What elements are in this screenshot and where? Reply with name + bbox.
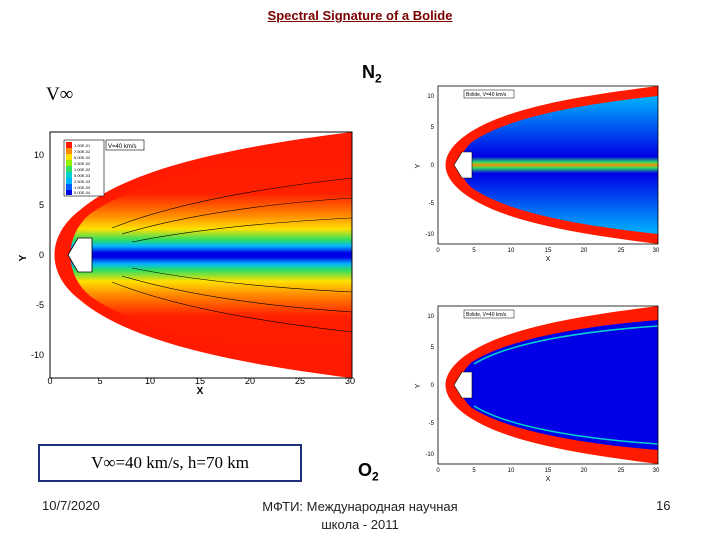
- n2-x-tick: 5: [472, 248, 476, 254]
- n2-contour-svg: Bolide, V=40 km/s 10 5 0 -5 -10 Y 0 5 10…: [415, 85, 660, 263]
- legend-value-2: 7.50E-02: [74, 149, 91, 154]
- o2-x-tick: 30: [653, 468, 660, 474]
- n2-box-label: Bolide, V=40 km/s: [466, 92, 507, 98]
- footer-date: 10/7/2020: [42, 498, 100, 513]
- page-number: 16: [656, 498, 671, 513]
- y-tick: 10: [34, 150, 44, 160]
- n2-x-tick: 10: [508, 248, 515, 254]
- o2-y-tick: -5: [429, 421, 435, 427]
- o2-y-tick: -10: [425, 452, 434, 458]
- plot-frame: [49, 131, 353, 379]
- condition-box: V∞=40 km/s, h=70 km: [38, 444, 302, 482]
- o2-x-tick: 15: [545, 468, 552, 474]
- legend: 1.00E-01 7.50E-02 5.00E-02 2.50E-02 1.00…: [63, 139, 105, 197]
- x-tick: 10: [145, 376, 155, 386]
- n2-x-tick: 15: [545, 248, 552, 254]
- footer-institution-line2: школа - 2011: [321, 517, 399, 532]
- o2-x-tick: 10: [508, 468, 515, 474]
- flow-field: [70, 146, 352, 364]
- n2-y-tick: 5: [431, 125, 435, 131]
- n2-sub: 2: [375, 71, 382, 86]
- o2-y-tick: 0: [431, 383, 435, 389]
- o2-x-tick: 20: [581, 468, 588, 474]
- n2-species-label: N2: [362, 62, 382, 86]
- slide-title: Spectral Signature of a Bolide: [267, 8, 453, 23]
- x-tick: 30: [345, 376, 355, 386]
- o2-species-label: O2: [358, 460, 379, 484]
- bolide-body: [67, 237, 93, 273]
- o2-x-axis-label: X: [546, 476, 551, 483]
- x-axis-label: X: [197, 386, 204, 397]
- o2-flow-field: [460, 320, 658, 450]
- o2-x-tick: 25: [618, 468, 625, 474]
- o2-x-tick: 0: [436, 468, 440, 474]
- x-tick: 0: [47, 376, 52, 386]
- main-contour-svg: 1.00E-01 7.50E-02 5.00E-02 2.50E-02 1.00…: [18, 131, 355, 397]
- o2-contour-plot: Bolide, V=40 km/s 10 5 0 -5 -10 Y 0 5 10…: [410, 298, 670, 486]
- n2-y-tick: -5: [429, 201, 435, 207]
- legend-value-7: 2.50E-03: [74, 179, 91, 184]
- n2-contour-plot: Bolide, V=40 km/s 10 5 0 -5 -10 Y 0 5 10…: [410, 78, 670, 266]
- legend-value-6: 5.00E-03: [74, 173, 91, 178]
- footer-institution: МФТИ: Международная научная школа - 2011: [220, 498, 500, 534]
- main-contour-plot: 1.00E-01 7.50E-02 5.00E-02 2.50E-02 1.00…: [12, 118, 377, 400]
- velocity-box-label: V=40 km/s: [108, 144, 137, 150]
- o2-x-tick: 5: [472, 468, 476, 474]
- legend-value-3: 5.00E-02: [74, 155, 91, 160]
- n2-y-tick: 0: [431, 163, 435, 169]
- o2-bolide-body: [453, 371, 473, 399]
- x-tick: 20: [245, 376, 255, 386]
- n2-base: N: [362, 62, 375, 82]
- n2-x-tick: 0: [436, 248, 440, 254]
- n2-bolide-body: [453, 151, 473, 179]
- legend-value-9: 5.00E-04: [74, 190, 91, 195]
- n2-y-axis-label: Y: [415, 163, 422, 168]
- y-tick: 0: [39, 250, 44, 260]
- condition-text: V∞=40 km/s, h=70 km: [91, 453, 249, 472]
- n2-y-tick: 10: [427, 94, 434, 100]
- legend-value-8: 1.00E-03: [74, 185, 91, 190]
- n2-x-tick: 20: [581, 248, 588, 254]
- n2-x-tick: 30: [653, 248, 660, 254]
- o2-y-tick: 10: [427, 314, 434, 320]
- y-tick: 5: [39, 200, 44, 210]
- y-tick: -10: [31, 350, 44, 360]
- n2-y-tick: -10: [425, 232, 434, 238]
- n2-flow-field: [460, 96, 658, 234]
- o2-base: O: [358, 460, 373, 480]
- legend-value-1: 1.00E-01: [74, 143, 91, 148]
- velocity-box: [105, 139, 145, 151]
- o2-y-tick: 5: [431, 345, 435, 351]
- y-tick: -5: [36, 300, 44, 310]
- free-stream-velocity-label: V∞: [46, 84, 74, 105]
- footer-institution-line1: МФТИ: Международная научная: [262, 499, 458, 514]
- o2-contour-svg: Bolide, V=40 km/s 10 5 0 -5 -10 Y 0 5 10…: [415, 305, 660, 483]
- o2-y-axis-label: Y: [415, 383, 422, 388]
- y-axis-label: Y: [18, 254, 29, 261]
- legend-value-4: 2.50E-02: [74, 161, 91, 166]
- o2-box-label: Bolide, V=40 km/s: [466, 312, 507, 318]
- x-tick: 15: [195, 376, 205, 386]
- o2-sub: 2: [372, 469, 379, 484]
- n2-x-axis-label: X: [546, 256, 551, 263]
- x-tick: 25: [295, 376, 305, 386]
- x-tick: 5: [97, 376, 102, 386]
- n2-x-tick: 25: [618, 248, 625, 254]
- legend-value-5: 1.00E-02: [74, 167, 91, 172]
